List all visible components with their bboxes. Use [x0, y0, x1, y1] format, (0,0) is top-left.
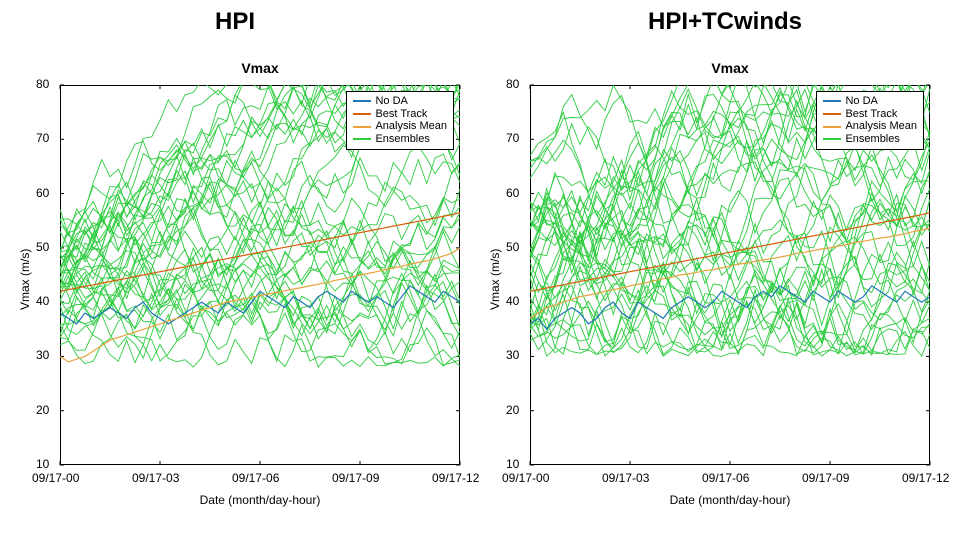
legend-item-analysis_mean: Analysis Mean: [823, 120, 917, 133]
y-tick-label: 30: [506, 348, 519, 362]
y-axis-label: Vmax (m/s): [488, 249, 502, 310]
legend-swatch: [353, 113, 371, 115]
x-tick-label: 09/17-12: [902, 471, 949, 485]
legend: No DABest TrackAnalysis MeanEnsembles: [346, 91, 454, 150]
legend-swatch: [353, 100, 371, 102]
y-tick-label: 10: [506, 457, 519, 471]
legend-item-best_track: Best Track: [823, 108, 917, 121]
legend-label: Best Track: [845, 108, 897, 121]
ensemble-line: [530, 151, 930, 266]
legend-label: Best Track: [375, 108, 427, 121]
legend-item-ensembles: Ensembles: [353, 133, 447, 146]
legend-swatch: [823, 113, 841, 115]
y-tick-label: 20: [506, 403, 519, 417]
y-tick-label: 80: [506, 77, 519, 91]
y-tick-label: 70: [506, 131, 519, 145]
chart-hpi-tcwinds: Vmax Vmax (m/s) Date (month/day-hour) No…: [0, 0, 960, 540]
legend-swatch: [823, 126, 841, 128]
legend-item-best_track: Best Track: [353, 108, 447, 121]
legend-swatch: [353, 126, 371, 128]
legend-item-no_da: No DA: [353, 95, 447, 108]
legend-swatch: [823, 138, 841, 140]
legend-item-analysis_mean: Analysis Mean: [353, 120, 447, 133]
x-tick-label: 09/17-06: [702, 471, 749, 485]
legend-item-ensembles: Ensembles: [823, 133, 917, 146]
legend-label: Ensembles: [845, 133, 899, 146]
legend-label: Analysis Mean: [845, 120, 917, 133]
y-tick-label: 50: [506, 240, 519, 254]
legend-label: No DA: [375, 95, 407, 108]
x-tick-label: 09/17-00: [502, 471, 549, 485]
x-tick-label: 09/17-09: [802, 471, 849, 485]
legend-swatch: [353, 138, 371, 140]
x-tick-label: 09/17-03: [602, 471, 649, 485]
y-tick-label: 40: [506, 294, 519, 308]
legend: No DABest TrackAnalysis MeanEnsembles: [816, 91, 924, 150]
legend-label: Analysis Mean: [375, 120, 447, 133]
legend-label: No DA: [845, 95, 877, 108]
y-tick-label: 60: [506, 186, 519, 200]
legend-label: Ensembles: [375, 133, 429, 146]
legend-swatch: [823, 100, 841, 102]
chart-title: Vmax: [530, 60, 930, 76]
legend-item-no_da: No DA: [823, 95, 917, 108]
x-axis-label: Date (month/day-hour): [530, 493, 930, 507]
